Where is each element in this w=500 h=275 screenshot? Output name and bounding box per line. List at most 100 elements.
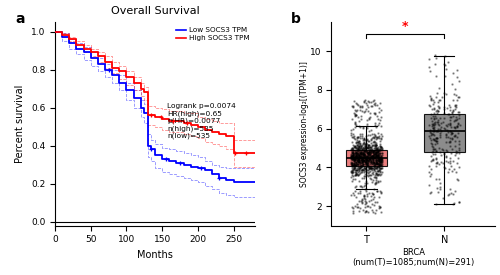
Point: [348, 148, 356, 153]
Point: [347, 193, 355, 197]
Point: [350, 152, 358, 156]
Point: [440, 127, 448, 131]
Point: [434, 98, 442, 103]
Point: [376, 151, 384, 156]
Point: [348, 164, 356, 168]
Text: b: b: [290, 12, 300, 26]
Point: [360, 175, 368, 180]
Point: [356, 145, 364, 150]
Point: [441, 54, 449, 59]
Point: [360, 166, 368, 170]
Point: [358, 157, 366, 162]
Point: [374, 136, 382, 141]
Point: [366, 194, 374, 199]
Point: [448, 109, 456, 113]
Point: [377, 145, 385, 149]
Point: [452, 93, 460, 97]
Point: [352, 160, 360, 164]
Point: [428, 124, 436, 128]
Point: [359, 153, 367, 158]
Point: [373, 153, 381, 158]
Point: [358, 208, 366, 212]
Point: [374, 162, 382, 166]
Point: [363, 194, 371, 198]
Point: [352, 163, 360, 167]
Point: [354, 157, 362, 162]
Point: [376, 151, 384, 156]
Point: [368, 151, 376, 156]
Point: [376, 167, 384, 172]
Point: [358, 164, 366, 168]
Point: [352, 101, 360, 106]
Point: [360, 135, 368, 140]
Point: [449, 192, 457, 197]
Point: [366, 156, 374, 160]
Point: [360, 140, 368, 145]
Point: [366, 165, 374, 170]
Point: [370, 160, 378, 165]
Point: [360, 110, 368, 114]
Point: [370, 102, 378, 106]
Point: [371, 169, 379, 173]
Point: [354, 152, 362, 156]
Point: [359, 150, 367, 154]
Point: [354, 158, 362, 162]
Point: [450, 119, 458, 123]
Point: [370, 151, 378, 155]
Point: [350, 158, 358, 163]
Point: [450, 70, 458, 75]
Point: [365, 150, 373, 155]
Point: [372, 165, 380, 170]
Point: [357, 117, 365, 122]
Point: [445, 103, 453, 108]
Point: [378, 157, 386, 161]
Point: [377, 190, 385, 195]
Point: [347, 154, 355, 158]
Point: [353, 159, 361, 163]
Point: [362, 160, 370, 164]
Point: [444, 170, 452, 174]
Point: [376, 169, 384, 174]
Point: [350, 163, 358, 167]
Point: [376, 191, 384, 196]
Point: [348, 171, 356, 175]
Point: [372, 175, 380, 179]
Point: [354, 145, 362, 149]
Point: [364, 138, 372, 142]
Point: [438, 95, 446, 100]
Point: [350, 157, 358, 161]
Point: [349, 146, 357, 150]
Point: [372, 159, 380, 163]
Point: [368, 158, 376, 162]
Point: [454, 131, 462, 136]
Point: [369, 166, 377, 170]
Point: [360, 136, 368, 141]
Point: [425, 164, 433, 169]
Point: [364, 152, 372, 156]
Point: [370, 139, 378, 143]
Point: [353, 158, 361, 162]
Point: [377, 145, 385, 149]
Point: [353, 150, 361, 155]
Point: [362, 160, 370, 164]
Point: [366, 145, 374, 149]
Point: [436, 149, 444, 154]
Point: [360, 145, 368, 150]
Point: [358, 147, 366, 152]
Point: [432, 114, 440, 119]
Point: [356, 160, 364, 164]
Text: a: a: [15, 12, 24, 26]
Point: [428, 158, 436, 162]
Point: [376, 124, 384, 128]
Point: [352, 141, 360, 145]
Point: [362, 187, 370, 191]
Point: [447, 125, 455, 129]
Point: [372, 153, 380, 157]
Point: [452, 151, 460, 155]
Point: [360, 155, 368, 159]
Point: [362, 201, 370, 205]
Point: [451, 125, 459, 130]
Point: [355, 150, 363, 155]
Point: [357, 150, 365, 155]
Point: [376, 160, 384, 164]
